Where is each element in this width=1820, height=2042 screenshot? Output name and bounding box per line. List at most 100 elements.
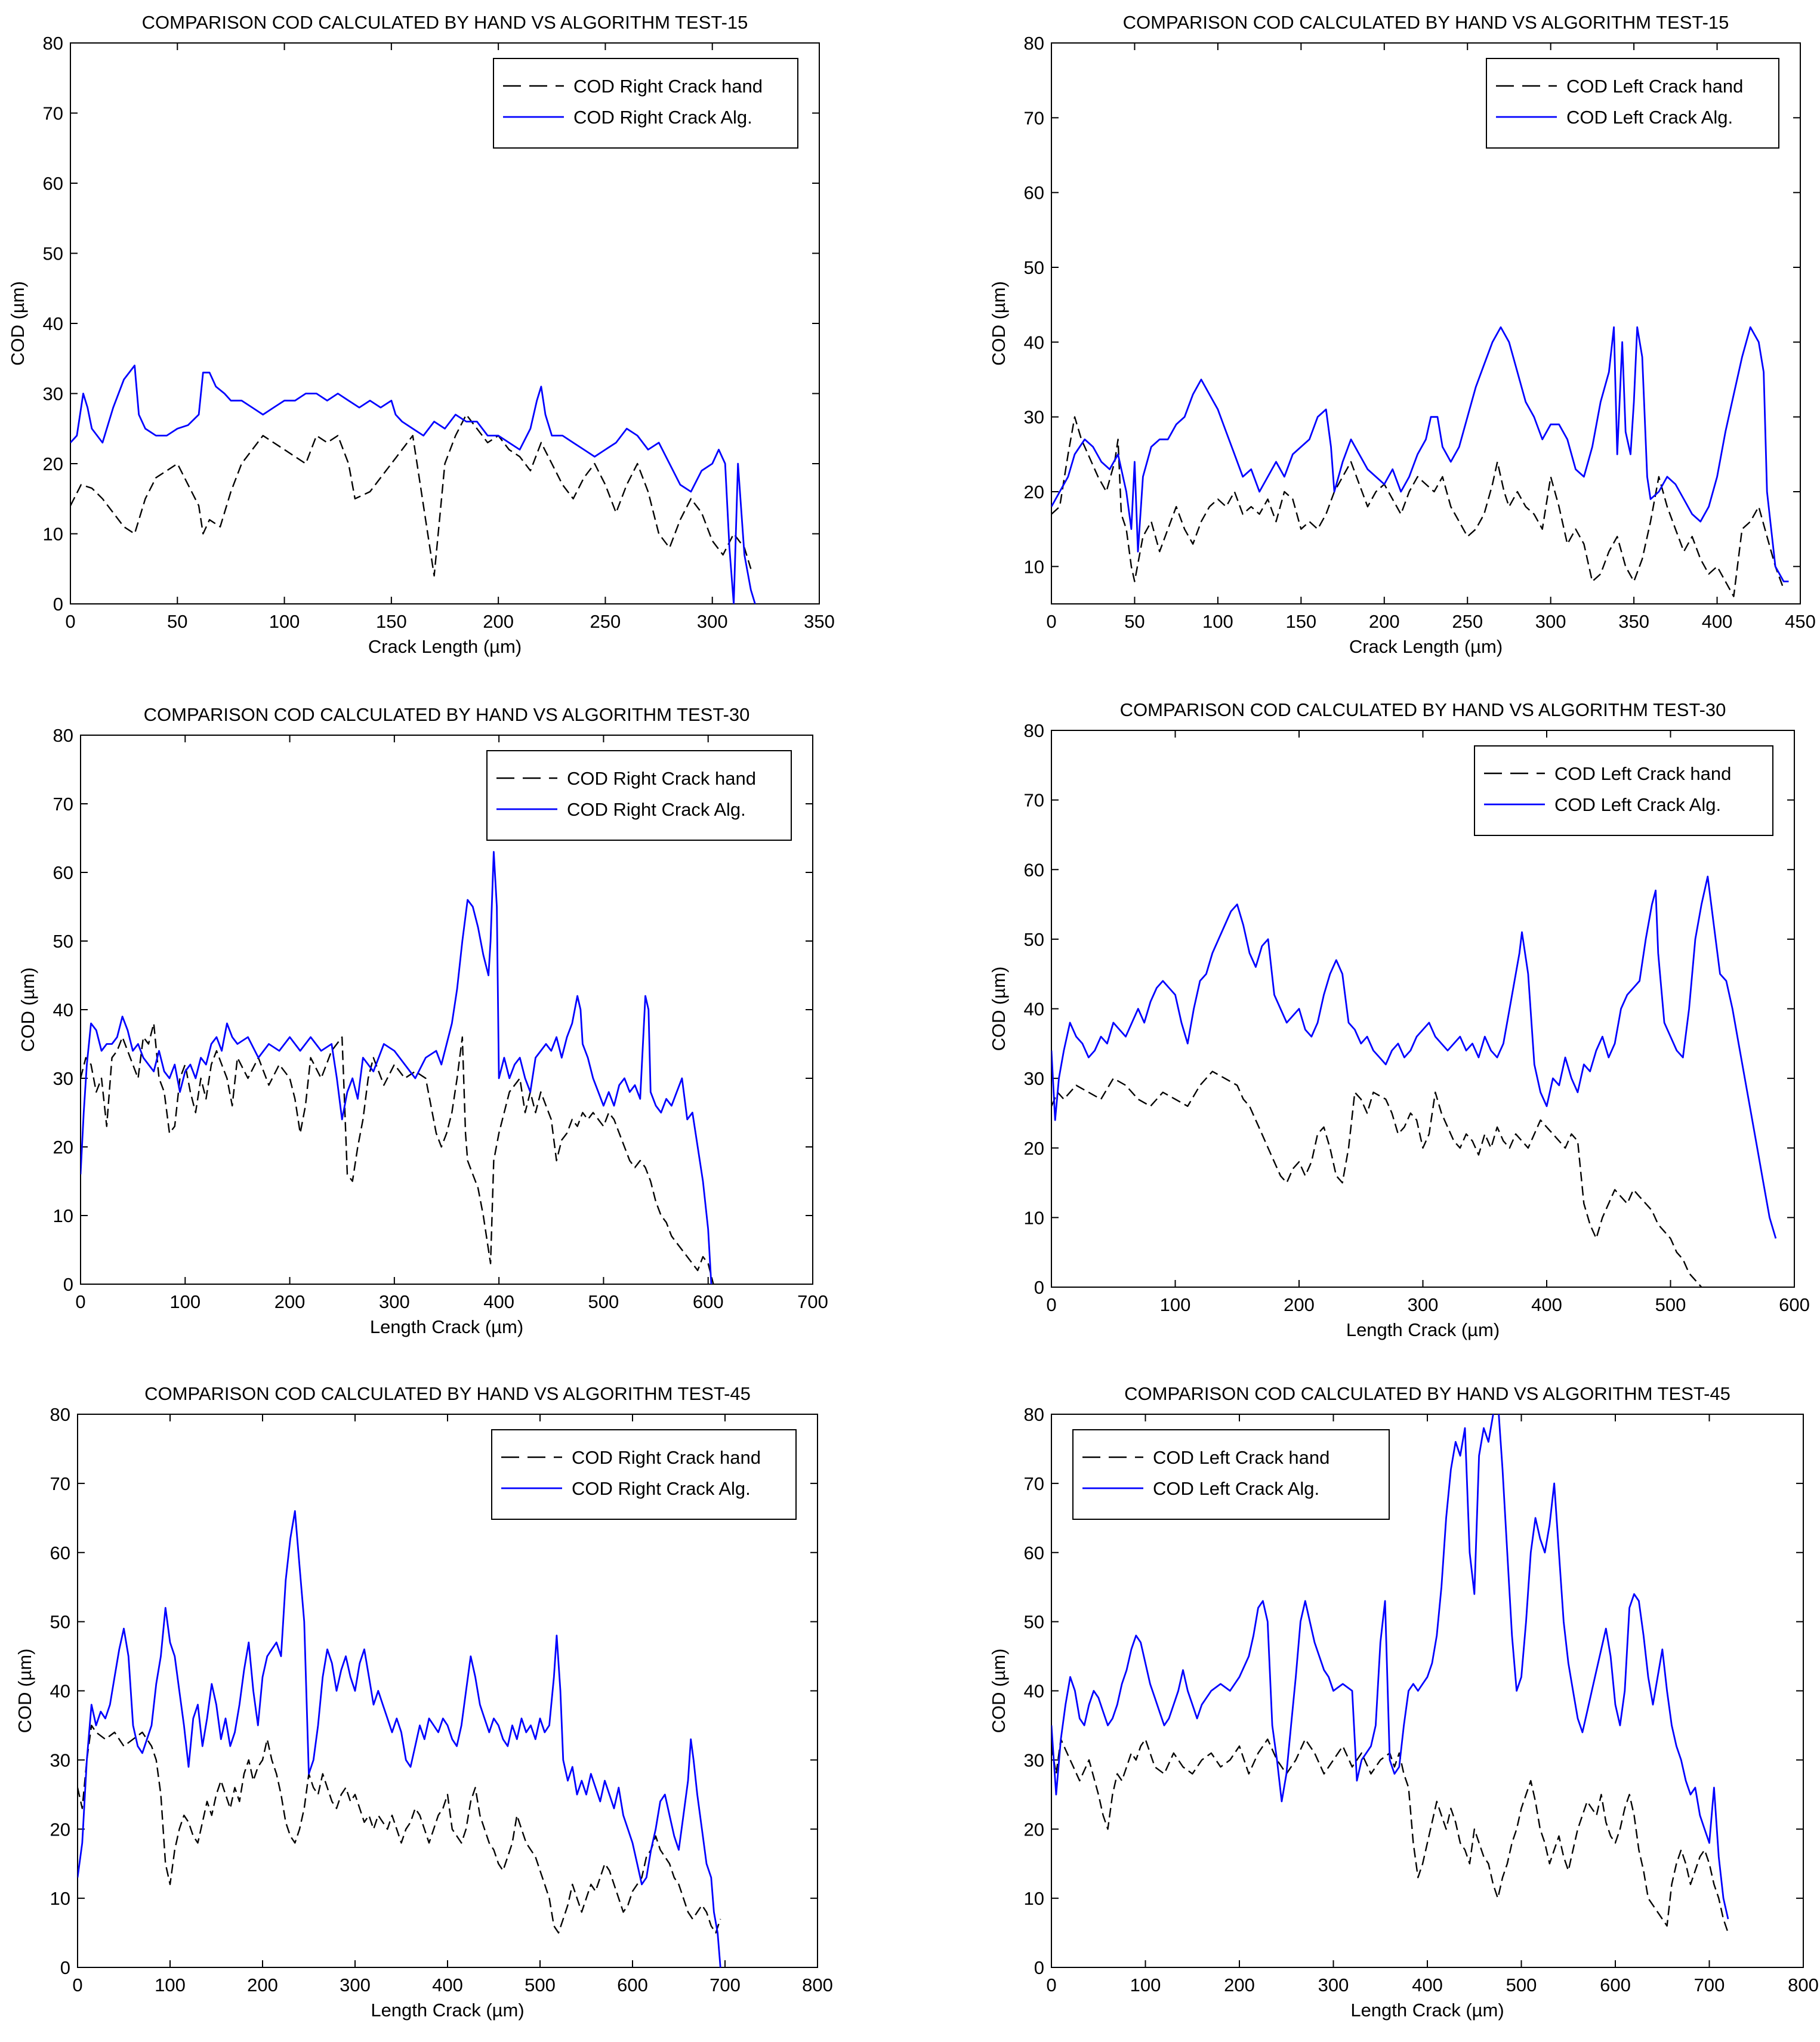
x-tick-label: 600	[1779, 1294, 1810, 1315]
y-tick-label: 80	[43, 33, 63, 54]
y-tick-label: 50	[43, 243, 63, 264]
x-tick-label: 50	[167, 611, 187, 632]
x-tick-label: 300	[1318, 1975, 1349, 1995]
x-tick-label: 500	[525, 1975, 556, 1995]
series-line-hand	[78, 1725, 721, 1934]
y-tick-label: 60	[53, 862, 73, 883]
x-tick-label: 150	[1285, 611, 1316, 632]
legend-label: COD Left Crack Alg.	[1566, 107, 1733, 128]
y-tick-label: 20	[50, 1819, 70, 1840]
x-tick-label: 0	[72, 1975, 82, 1995]
x-tick-label: 200	[247, 1975, 278, 1995]
x-tick-label: 0	[1046, 1975, 1056, 1995]
x-tick-label: 300	[379, 1291, 410, 1312]
x-tick-label: 300	[697, 611, 728, 632]
legend-box	[486, 750, 792, 841]
legend: COD Left Crack hand COD Left Crack Alg.	[1072, 1429, 1390, 1520]
y-axis-label: COD (µm)	[14, 1649, 35, 1733]
chart-title: COMPARISON COD CALCULATED BY HAND VS ALG…	[1120, 699, 1726, 720]
y-tick-label: 80	[1024, 720, 1044, 741]
x-tick-label: 250	[590, 611, 621, 632]
y-tick-label: 0	[63, 1274, 73, 1295]
chart-panel-6: COMPARISON COD CALCULATED BY HAND VS ALG…	[988, 1383, 1819, 2021]
y-tick-label: 20	[1024, 1819, 1044, 1840]
x-tick-label: 400	[1412, 1975, 1443, 1995]
x-tick-label: 700	[710, 1975, 741, 1995]
y-tick-label: 70	[43, 103, 63, 124]
x-axis-label: Length Crack (µm)	[371, 2000, 524, 2021]
legend-label: COD Left Crack Alg.	[1153, 1478, 1319, 1499]
y-tick-label: 20	[53, 1137, 73, 1158]
x-tick-label: 0	[65, 611, 75, 632]
y-tick-label: 40	[50, 1681, 70, 1702]
y-tick-label: 40	[1024, 999, 1044, 1020]
y-tick-label: 30	[1024, 1068, 1044, 1089]
x-axis-label: Length Crack (µm)	[1346, 1319, 1500, 1340]
y-tick-label: 30	[1024, 1750, 1044, 1770]
x-axis-label: Crack Length (µm)	[368, 636, 522, 657]
y-tick-label: 0	[60, 1957, 70, 1978]
x-tick-label: 300	[1535, 611, 1566, 632]
series-line-alg	[1051, 1414, 1729, 1920]
y-tick-label: 70	[1024, 107, 1044, 128]
y-tick-label: 60	[1024, 183, 1044, 203]
series-group	[1051, 875, 1777, 1287]
chart-panel-4: COMPARISON COD CALCULATED BY HAND VS ALG…	[988, 699, 1810, 1340]
y-tick-label: 20	[1024, 482, 1044, 502]
x-tick-label: 600	[617, 1975, 648, 1995]
x-tick-label: 350	[1618, 611, 1649, 632]
x-axis-label: Length Crack (µm)	[1350, 2000, 1504, 2021]
legend-label: COD Right Crack hand	[573, 76, 763, 97]
series-group	[70, 365, 756, 604]
y-tick-label: 60	[43, 173, 63, 194]
y-axis-label: COD (µm)	[988, 1649, 1009, 1733]
chart-title: COMPARISON COD CALCULATED BY HAND VS ALG…	[144, 1383, 751, 1404]
x-tick-label: 400	[432, 1975, 463, 1995]
series-group	[78, 1510, 721, 1967]
x-tick-label: 600	[693, 1291, 724, 1312]
legend-label: COD Right Crack Alg.	[567, 799, 746, 820]
y-tick-label: 10	[1024, 556, 1044, 577]
x-tick-label: 100	[1160, 1294, 1191, 1315]
series-line-alg	[81, 851, 712, 1284]
series-line-alg	[70, 365, 756, 604]
legend-label: COD Right Crack hand	[567, 768, 756, 789]
x-tick-label: 100	[155, 1975, 186, 1995]
y-tick-label: 50	[50, 1612, 70, 1633]
x-tick-label: 700	[1694, 1975, 1725, 1995]
y-tick-label: 60	[1024, 859, 1044, 880]
legend-label: COD Right Crack hand	[572, 1447, 761, 1468]
y-tick-label: 80	[1024, 1404, 1044, 1425]
legend-box	[1072, 1429, 1390, 1520]
x-tick-label: 200	[1284, 1294, 1315, 1315]
series-line-hand	[70, 414, 752, 577]
y-tick-label: 30	[50, 1750, 70, 1770]
chart-panel-2: COMPARISON COD CALCULATED BY HAND VS ALG…	[988, 12, 1816, 657]
x-tick-label: 100	[269, 611, 300, 632]
y-tick-label: 40	[1024, 332, 1044, 353]
x-tick-label: 150	[376, 611, 407, 632]
x-tick-label: 500	[1506, 1975, 1537, 1995]
legend-box	[1474, 745, 1773, 836]
series-line-hand	[81, 1022, 714, 1284]
legend: COD Right Crack hand COD Right Crack Alg.	[486, 750, 792, 841]
y-tick-label: 10	[1024, 1207, 1044, 1228]
series-line-alg	[1051, 326, 1789, 582]
x-tick-label: 0	[1046, 1294, 1056, 1315]
y-tick-label: 30	[1024, 407, 1044, 428]
x-tick-label: 200	[274, 1291, 306, 1312]
x-tick-label: 100	[1202, 611, 1233, 632]
legend: COD Right Crack hand COD Right Crack Alg.	[491, 1429, 797, 1520]
y-tick-label: 30	[53, 1068, 73, 1089]
x-axis-label: Crack Length (µm)	[1349, 636, 1503, 657]
series-line-hand	[1051, 1738, 1729, 1933]
x-tick-label: 100	[1130, 1975, 1161, 1995]
x-tick-label: 500	[588, 1291, 619, 1312]
x-tick-label: 200	[1369, 611, 1400, 632]
legend: COD Left Crack hand COD Left Crack Alg.	[1474, 745, 1773, 836]
y-tick-label: 10	[1024, 1888, 1044, 1909]
x-tick-label: 100	[169, 1291, 200, 1312]
chart-panel-1: COMPARISON COD CALCULATED BY HAND VS ALG…	[7, 12, 835, 657]
chart-title: COMPARISON COD CALCULATED BY HAND VS ALG…	[144, 704, 750, 725]
legend-label: COD Left Crack Alg.	[1554, 794, 1721, 815]
